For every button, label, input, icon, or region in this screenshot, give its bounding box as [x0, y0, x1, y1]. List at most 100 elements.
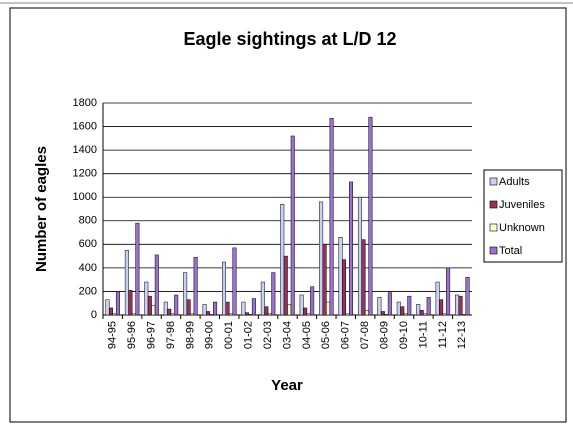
bar	[213, 301, 218, 316]
bar	[455, 294, 460, 316]
bar	[342, 259, 347, 316]
bar	[209, 314, 214, 316]
legend-label: Unknown	[499, 222, 545, 234]
bar	[396, 301, 401, 316]
bar	[380, 311, 385, 316]
legend-swatch	[489, 246, 498, 255]
bar	[377, 297, 382, 316]
bar	[400, 306, 405, 316]
x-tick-label: 07-08	[359, 321, 371, 349]
bar	[147, 295, 152, 316]
bar	[260, 281, 265, 316]
bar	[426, 297, 431, 316]
bar	[465, 277, 470, 316]
bar	[271, 272, 276, 316]
bar	[310, 286, 315, 316]
x-tick-label: 00-01	[223, 321, 235, 349]
bar	[124, 249, 129, 316]
bar	[135, 222, 140, 316]
y-tick-label: 800	[79, 215, 97, 227]
bar	[193, 257, 198, 316]
legend-swatch	[489, 177, 498, 186]
x-tick-label: 10-11	[417, 321, 429, 348]
bar	[306, 313, 311, 316]
bar	[190, 313, 195, 316]
bar	[154, 254, 159, 316]
bar	[357, 196, 362, 316]
x-tick-label: 01-02	[243, 321, 255, 349]
bar	[151, 305, 156, 316]
x-tick-label: 96-97	[145, 321, 157, 349]
bar	[290, 135, 295, 316]
bar	[338, 237, 343, 316]
x-tick-label: 03-04	[281, 321, 293, 349]
y-tick-label: 600	[79, 238, 97, 250]
bar	[322, 244, 327, 316]
legend-label: Total	[499, 245, 522, 257]
bar	[108, 307, 113, 316]
chart-title: Eagle sightings at L/D 12	[183, 29, 396, 49]
bar	[251, 298, 256, 316]
bar	[105, 299, 110, 316]
bar	[131, 313, 136, 316]
bar	[206, 311, 211, 316]
x-tick-label: 98-99	[184, 321, 196, 349]
x-tick-label: 11-12	[437, 321, 449, 348]
legend-label: Adults	[499, 176, 530, 188]
bar	[163, 301, 168, 316]
bar	[416, 304, 421, 316]
bar	[232, 247, 237, 316]
bar	[419, 310, 424, 316]
legend-swatch	[489, 200, 498, 209]
x-tick-label: 04-05	[301, 321, 313, 349]
bar	[345, 313, 350, 316]
x-tick-label: 02-03	[262, 321, 274, 349]
bar	[283, 255, 288, 316]
x-tick-label: 94-95	[107, 321, 119, 349]
bar	[299, 294, 304, 316]
bar	[407, 295, 412, 316]
x-tick-label: 97-98	[165, 321, 177, 349]
bar	[361, 239, 366, 316]
bar	[329, 118, 334, 316]
bar	[183, 272, 188, 316]
y-tick-label: 400	[79, 262, 97, 274]
bar	[202, 304, 207, 316]
bar	[221, 261, 226, 316]
bar	[364, 310, 369, 316]
bar	[144, 281, 149, 316]
bar	[128, 290, 133, 316]
x-tick-label: 05-06	[320, 321, 332, 349]
bar	[280, 204, 285, 316]
bar	[248, 314, 253, 316]
bar	[287, 304, 292, 316]
bar	[349, 181, 354, 316]
bar	[435, 281, 440, 316]
bar	[458, 295, 463, 316]
bar	[186, 299, 191, 316]
bar	[462, 314, 467, 316]
y-axis-label: Number of eagles	[33, 146, 50, 272]
bar	[267, 313, 272, 316]
x-tick-label: 99-00	[204, 321, 216, 349]
y-tick-label: 1800	[73, 97, 97, 109]
bar	[241, 301, 246, 316]
bar	[446, 267, 451, 316]
y-tick-label: 200	[79, 285, 97, 297]
bar	[387, 292, 392, 316]
x-tick-label: 06-07	[340, 321, 352, 349]
x-axis-label: Year	[271, 377, 303, 394]
y-tick-label: 1600	[73, 120, 97, 132]
bar	[423, 313, 428, 316]
bar	[368, 116, 373, 316]
bar	[244, 312, 249, 316]
bar	[326, 301, 331, 316]
bar	[439, 299, 444, 316]
bar	[167, 308, 172, 316]
bar	[384, 314, 389, 316]
bar	[264, 306, 269, 316]
legend-swatch	[489, 223, 498, 232]
bar	[112, 313, 117, 316]
bar	[303, 307, 308, 316]
y-tick-label: 1000	[73, 191, 97, 203]
